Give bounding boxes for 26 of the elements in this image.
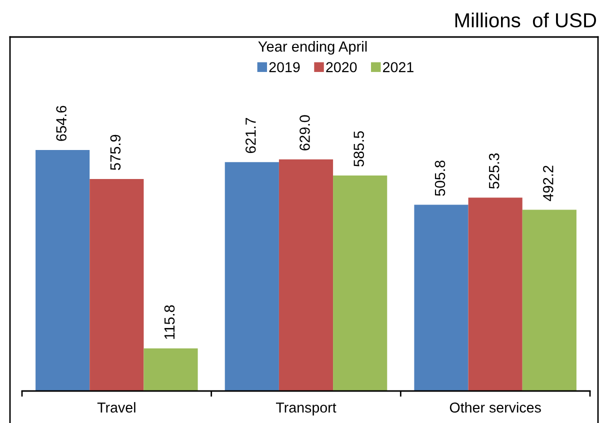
bar — [144, 348, 198, 391]
data-label: 525.3 — [488, 153, 500, 189]
data-label: 621.7 — [246, 118, 256, 154]
bar — [333, 175, 388, 391]
bar — [224, 162, 279, 391]
bar — [90, 178, 144, 391]
legend-label: 2020 — [326, 62, 357, 72]
data-label: 585.5 — [354, 131, 364, 167]
bar — [36, 150, 90, 391]
legend-title: Year ending April — [258, 41, 367, 55]
bar — [522, 210, 576, 391]
data-label: 654.6 — [56, 106, 66, 141]
bar — [468, 198, 522, 391]
legend-label: 2021 — [383, 62, 414, 72]
data-label: 492.2 — [543, 166, 554, 202]
data-label: 629.0 — [300, 115, 310, 150]
x-tick-label: Transport — [276, 402, 336, 416]
data-label: 505.8 — [434, 160, 446, 196]
x-tick-label: Other services — [450, 402, 541, 413]
text: Millions of USD — [455, 12, 596, 28]
x-tick-label: Travel — [97, 402, 136, 413]
bar — [278, 159, 334, 391]
data-label: 575.9 — [110, 134, 121, 170]
data-label: 115.8 — [164, 305, 175, 339]
legend-label: 2019 — [269, 62, 300, 72]
bar — [414, 204, 468, 391]
